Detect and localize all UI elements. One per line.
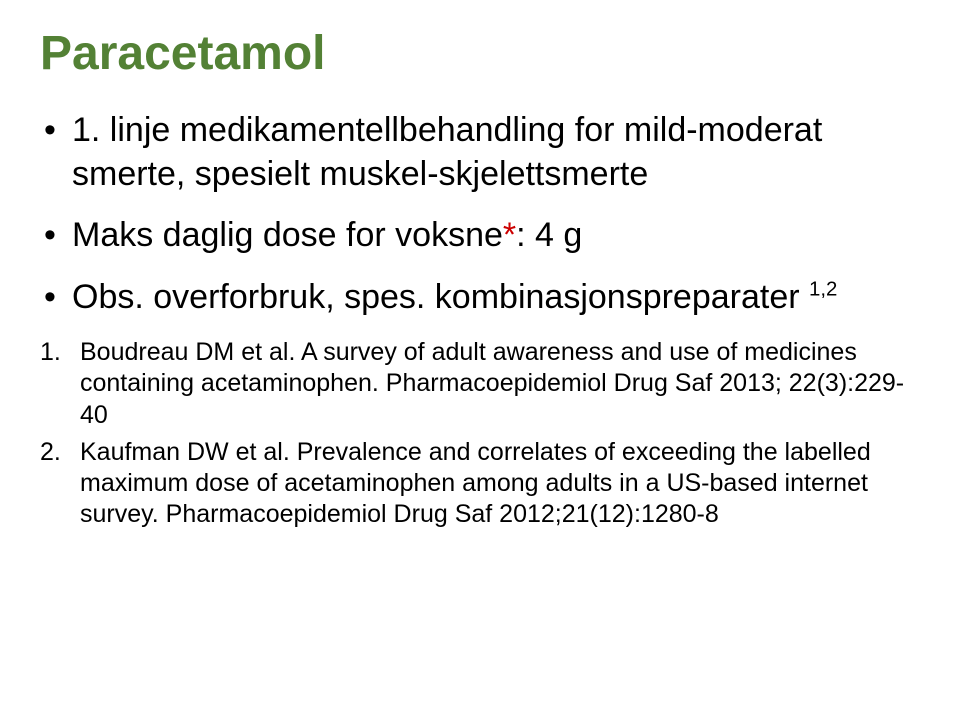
reference-item: Kaufman DW et al. Prevalence and correla… <box>40 437 919 531</box>
asterisk: * <box>503 216 516 254</box>
reference-list: Boudreau DM et al. A survey of adult awa… <box>40 337 919 531</box>
bullet-text: Obs. overforbruk, spes. kombinasjonsprep… <box>72 278 809 316</box>
bullet-list: 1. linje medikamentellbehandling for mil… <box>40 109 919 319</box>
bullet-text: : 4 g <box>516 216 582 254</box>
bullet-item: Maks daglig dose for voksne*: 4 g <box>40 214 919 258</box>
superscript-ref: 1,2 <box>809 278 837 300</box>
bullet-text: 1. linje medikamentellbehandling for mil… <box>72 111 822 193</box>
bullet-item: Obs. overforbruk, spes. kombinasjonsprep… <box>40 276 919 320</box>
slide: Paracetamol 1. linje medikamentellbehand… <box>0 0 959 709</box>
bullet-item: 1. linje medikamentellbehandling for mil… <box>40 109 919 196</box>
bullet-text: Maks daglig dose for voksne <box>72 216 503 254</box>
slide-title: Paracetamol <box>40 20 919 81</box>
reference-item: Boudreau DM et al. A survey of adult awa… <box>40 337 919 431</box>
